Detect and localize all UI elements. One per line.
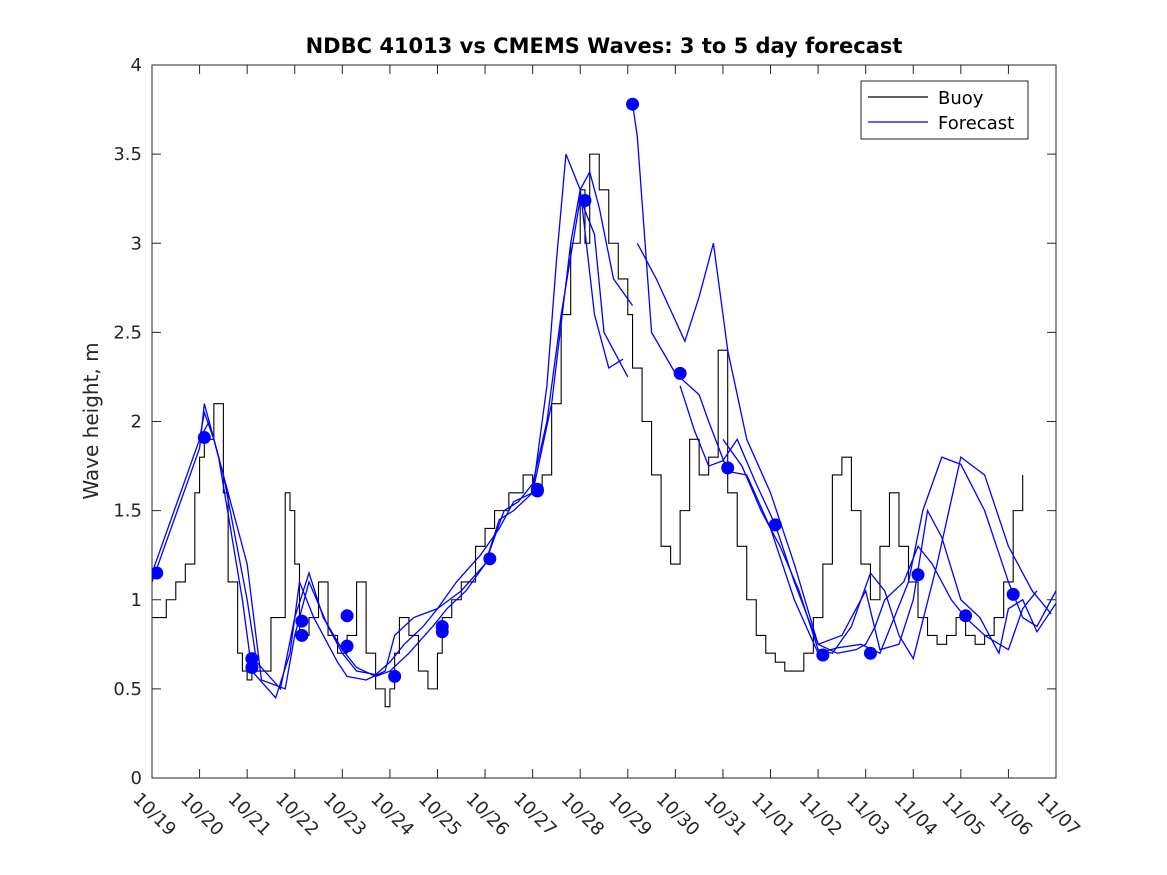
forecast-point — [911, 568, 925, 582]
forecast-point — [768, 518, 782, 532]
forecast-run-1 — [152, 153, 624, 700]
y-tick-label: 3.5 — [113, 144, 142, 165]
forecast-point — [721, 461, 735, 475]
forecast-run-0 — [152, 196, 629, 690]
plot-lines — [152, 97, 1056, 708]
forecast-point — [152, 566, 164, 580]
forecast-point — [340, 639, 354, 653]
y-axis: 0 0.5 1 1.5 2 2.5 3 3.5 4 — [113, 55, 1056, 789]
y-tick-label: 2 — [131, 412, 142, 433]
forecast-point — [863, 646, 877, 660]
chart-title: NDBC 41013 vs CMEMS Waves: 3 to 5 day fo… — [306, 34, 903, 58]
y-axis-label: Wave height, m — [79, 342, 103, 499]
forecast-point — [1006, 587, 1020, 601]
y-tick-label: 3 — [131, 233, 142, 254]
forecast-point — [197, 431, 211, 445]
y-tick-label: 4 — [131, 55, 142, 76]
forecast-point — [530, 484, 544, 498]
forecast-run-3 — [631, 104, 1056, 655]
y-tick-label: 0.5 — [113, 679, 142, 700]
forecast-point — [295, 628, 309, 642]
forecast-point — [340, 609, 354, 623]
y-tick-label: 0 — [131, 768, 142, 789]
forecast-point — [295, 614, 309, 628]
legend-label-buoy: Buoy — [938, 88, 984, 109]
forecast-run-6 — [722, 438, 1052, 661]
forecast-run-5 — [679, 385, 1056, 656]
forecast-point — [816, 648, 830, 662]
forecast-point — [388, 669, 402, 683]
y-tick-label: 2.5 — [113, 322, 142, 343]
forecast-point — [245, 652, 259, 666]
legend: Buoy Forecast — [860, 80, 1029, 140]
plot-area — [151, 64, 1057, 779]
buoy-series-line — [152, 153, 1024, 708]
forecast-point — [626, 97, 640, 111]
forecast-point — [959, 609, 973, 623]
forecast-point — [245, 660, 259, 674]
y-tick-label: 1 — [131, 590, 142, 611]
legend-box — [860, 80, 1029, 140]
forecast-point — [673, 366, 687, 380]
forecast-point — [483, 552, 497, 566]
y-tick-label: 1.5 — [113, 501, 142, 522]
legend-label-forecast: Forecast — [938, 113, 1014, 134]
forecast-point — [435, 625, 449, 639]
forecast-point — [578, 193, 592, 207]
forecast-run-2 — [199, 170, 634, 691]
